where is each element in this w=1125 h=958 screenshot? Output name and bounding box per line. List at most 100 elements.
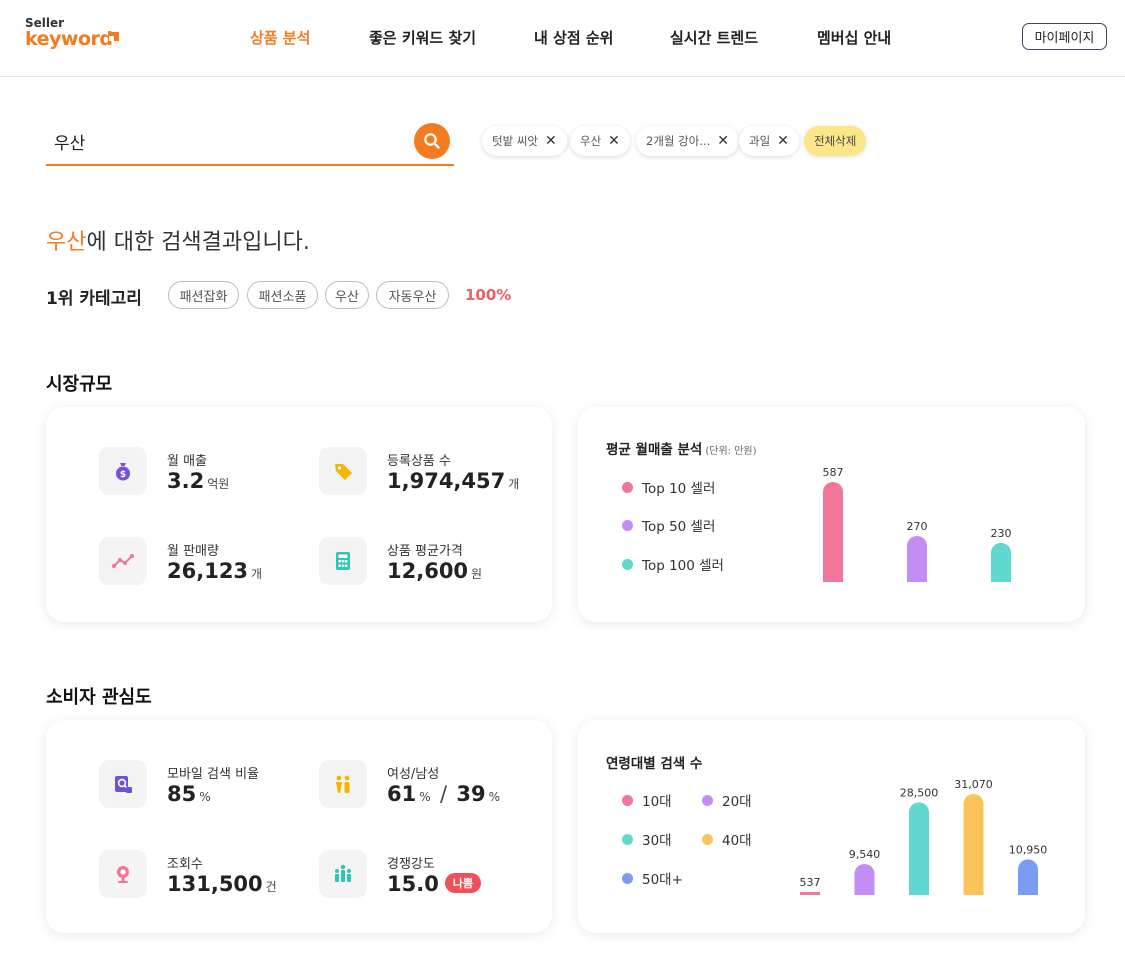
mypage-button[interactable]: 마이페이지 <box>1022 23 1107 50</box>
metric-label: 상품 평균가격 <box>387 544 463 559</box>
close-icon[interactable]: ✕ <box>608 133 620 149</box>
category-tag: 패션잡화 <box>168 281 239 309</box>
close-icon[interactable]: ✕ <box>544 133 557 149</box>
recent-search-chip[interactable]: 텃밭 씨앗 ✕ <box>482 126 567 156</box>
bar-value-label: 587 <box>823 466 844 479</box>
nav-find-keywords[interactable]: 좋은 키워드 찾기 <box>369 29 477 47</box>
chart-title: 연령대별 검색 수 <box>606 756 703 772</box>
bar-value-label: 28,500 <box>900 786 939 799</box>
calculator-icon <box>319 537 367 585</box>
metric-label: 월 매출 <box>167 454 208 469</box>
chip-label: 2개월 강아... <box>646 134 711 148</box>
bar-value-label: 9,540 <box>849 848 881 861</box>
metric-label: 월 판매량 <box>167 544 219 559</box>
bar-3 <box>909 802 929 895</box>
chart-subtitle: (단위: 만원) <box>705 446 757 457</box>
legend-dot <box>702 833 713 845</box>
result-suffix: 에 대한 검색결과입니다. <box>86 230 310 255</box>
clear-all-button[interactable]: 전체삭제 <box>804 126 867 156</box>
result-heading: 우산에 대한 검색결과입니다. <box>46 224 310 256</box>
logo-small-text: Seller <box>25 16 65 30</box>
legend-item: 10대 <box>622 790 672 810</box>
logo-main-text: keyword <box>25 28 113 50</box>
consumer-interest-title: 소비자 관심도 <box>46 687 152 708</box>
bar-value-label: 537 <box>800 876 821 889</box>
chip-label: 우산 <box>580 134 602 148</box>
nav-product-analysis[interactable]: 상품 분석 <box>250 29 311 47</box>
legend-item: Top 100 셀러 <box>622 554 724 574</box>
bar-3 <box>991 542 1011 582</box>
recent-search-chip[interactable]: 2개월 강아... ✕ <box>636 126 739 156</box>
bar-1 <box>800 892 820 895</box>
age-search-bar-chart: 537 9,540 28,500 31,070 10,950 <box>800 778 1048 895</box>
view-pin-icon <box>99 850 147 898</box>
market-metrics-card: $ 월 매출 3.2 억원 등록상품 수 1,974,457 개 월 판매량 26,… <box>46 407 552 622</box>
top-category-label: 1위 카테고리 <box>46 289 142 309</box>
price-tag-icon <box>319 447 367 495</box>
legend-item: 50대+ <box>622 868 683 888</box>
result-keyword: 우산 <box>46 230 87 255</box>
metric-value: 12,600 원 <box>387 559 483 583</box>
bar-5 <box>1018 859 1038 895</box>
metric-value: 85% <box>167 782 211 806</box>
nav-membership[interactable]: 멤버십 안내 <box>817 29 892 47</box>
recent-search-chip[interactable]: 우산 ✕ <box>570 126 630 156</box>
svg-text:$: $ <box>120 470 126 480</box>
avg-monthly-sales-bar-chart: 587 270 230 <box>823 466 1012 582</box>
metric-label: 경쟁강도 <box>387 857 435 872</box>
legend-dot <box>622 481 633 493</box>
metric-label: 여성/남성 <box>387 767 440 782</box>
search-icon <box>424 133 440 149</box>
metric-value: 3.2 억원 <box>167 469 230 493</box>
chip-label: 과일 <box>749 134 771 148</box>
bar-2 <box>854 863 875 895</box>
legend-dot <box>622 794 633 806</box>
category-percent: 100% <box>465 286 512 304</box>
trend-line-icon <box>99 537 147 585</box>
logo-flag-icon <box>109 32 119 41</box>
legend-dot <box>622 519 633 531</box>
bar-value-label: 230 <box>991 527 1012 540</box>
close-icon[interactable]: ✕ <box>777 133 789 149</box>
metric-value: 15.0 나쁨 <box>387 872 482 896</box>
category-tag: 우산 <box>325 281 369 309</box>
bar-4 <box>963 794 984 895</box>
seller-keyword-logo[interactable]: Seller keyword <box>25 16 125 50</box>
nav-realtime-trend[interactable]: 실시간 트렌드 <box>670 29 759 47</box>
bar-1 <box>823 482 843 582</box>
legend-dot <box>622 872 633 884</box>
bar-value-label: 10,950 <box>1009 843 1048 856</box>
nav-store-rank[interactable]: 내 상점 순위 <box>534 29 614 47</box>
legend-dot <box>702 794 713 806</box>
metric-label: 등록상품 수 <box>387 454 451 469</box>
search-bar <box>46 120 454 166</box>
metric-value: 26,123 개 <box>167 559 263 583</box>
category-tag: 패션소품 <box>247 281 318 309</box>
metric-label: 모바일 검색 비율 <box>167 767 259 782</box>
chip-label: 텃밭 씨앗 <box>492 134 538 148</box>
category-tag: 자동우산 <box>376 281 449 309</box>
bar-value-label: 31,070 <box>954 778 993 791</box>
competition-icon <box>319 850 367 898</box>
legend-item: 20대 <box>702 790 752 810</box>
metric-value: 61% / 39% <box>387 782 500 806</box>
bar-2 <box>907 536 927 582</box>
chart-title: 평균 월매출 분석 (단위: 만원) <box>606 442 757 458</box>
bar-value-label: 270 <box>907 520 928 533</box>
recent-search-chip[interactable]: 과일 ✕ <box>739 126 799 156</box>
competition-badge: 나쁨 <box>444 873 482 893</box>
avg-monthly-sales-chart-card: 평균 월매출 분석 (단위: 만원) Top 10 셀러 Top 50 셀러 To… <box>578 407 1085 622</box>
gender-icon <box>319 760 367 808</box>
legend-item: Top 10 셀러 <box>622 477 715 497</box>
money-bag-icon: $ <box>99 447 147 495</box>
consumer-metrics-card: 모바일 검색 비율 85% 여성/남성 61% / 39% 조회수 131,50… <box>46 720 552 933</box>
close-icon[interactable]: ✕ <box>717 133 729 149</box>
metric-label: 조회수 <box>167 857 203 872</box>
mobile-search-icon <box>99 760 147 808</box>
top-header: Seller keyword 상품 분석 좋은 키워드 찾기 내 상점 순위 실… <box>0 0 1125 77</box>
search-input[interactable] <box>54 128 404 154</box>
search-button[interactable] <box>414 123 450 159</box>
metric-value: 1,974,457 개 <box>387 469 520 493</box>
metric-value: 131,500 건 <box>167 872 277 896</box>
market-size-title: 시장규모 <box>46 374 113 395</box>
